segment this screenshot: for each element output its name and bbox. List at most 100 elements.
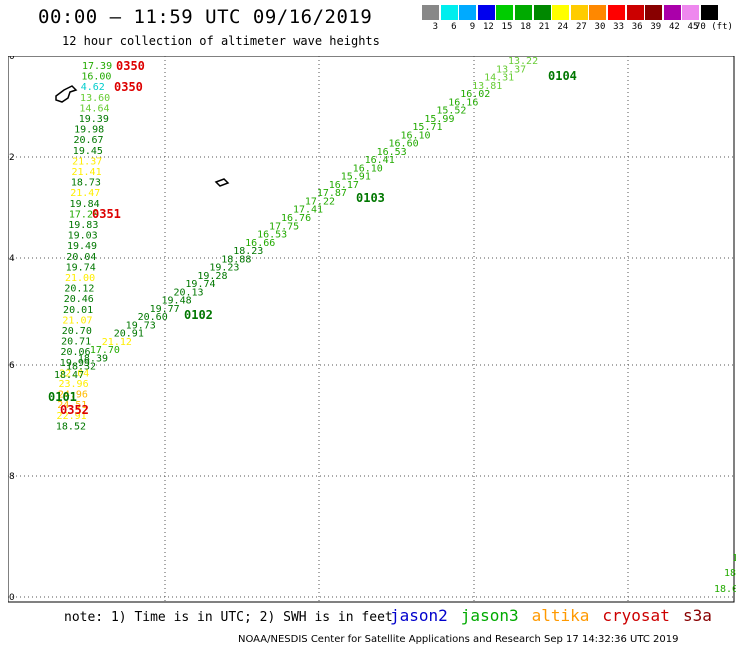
edge-wave-value: 18.0 [714,584,736,595]
pass-id-label: 0103 [356,191,385,205]
wave-value: 19.98 [74,125,104,136]
wave-value: 18.39 [78,353,108,364]
color-swatch [682,5,701,20]
wave-value: 13.81 [472,81,502,92]
color-swatch [515,5,533,20]
wave-value: 19.99 [60,358,90,369]
wave-value: 20.60 [138,312,168,323]
wave-value: 18.73 [71,178,101,189]
wave-value: 19.45 [73,146,103,157]
wave-value: 16.17 [329,180,359,191]
wave-value: 17.39 [82,61,112,72]
wave-value: 20.01 [63,305,93,316]
wave-value: 22.91 [57,411,87,422]
note-text: note: 1) Time is in UTC; 2) SWH is in fe… [64,610,393,625]
wave-value: 20.70 [62,326,92,337]
lat-tick-label: -56 [8,361,15,371]
wave-value: 16.53 [377,147,407,158]
wave-value: 16.53 [257,230,287,241]
wave-value: 22.04 [59,368,89,379]
edge-values: 17 18. 18.0 [714,553,736,595]
wave-value: 19.48 [162,296,192,307]
lat-tick-label: -52 [8,153,15,163]
pass-id-label: 0104 [548,69,577,83]
wave-value: 16.10 [400,130,430,141]
wave-value: 20.12 [64,284,94,295]
island-outline [55,85,78,103]
wave-value: 19.73 [126,320,156,331]
wave-value: 20.04 [66,252,96,263]
wave-value: 17.70 [90,345,120,356]
wave-value: 18.47 [54,370,84,381]
color-swatch [645,5,664,20]
satellite-legend-item: jason2 [390,606,448,625]
lat-tick-label: -54 [8,254,15,264]
island-outline [214,178,230,187]
satellite-legend-item: s3a [683,606,712,625]
lat-tick-label: -58 [8,472,15,482]
wave-value: 14.31 [484,73,514,84]
wave-value: 17.22 [305,196,335,207]
color-swatch [626,5,645,20]
color-swatch [440,5,459,20]
satellite-legend-item: altika [531,606,590,625]
wave-value: 20.46 [64,294,94,305]
satellite-legend-item: jason3 [460,606,519,625]
page-subtitle: 12 hour collection of altimeter wave hei… [62,34,380,48]
wave-value: 4.62 [81,82,105,93]
color-swatch-label: 15 [501,22,513,32]
lat-tick-label: -50 [8,56,15,62]
color-swatch-label: 6 [451,22,457,32]
wave-value: 18.88 [221,254,251,265]
wave-value: 19.03 [68,231,98,242]
wave-value: 20.67 [73,135,103,146]
wave-value: 20.91 [114,329,144,340]
wave-value: 24.96 [58,390,88,401]
color-swatch-label: 39 [650,22,662,32]
wave-value: 23.96 [59,379,89,390]
color-swatch [422,5,440,20]
wave-value: 17.29 [69,209,99,220]
wave-value: 16.10 [353,163,383,174]
color-swatch [701,5,719,20]
map-frame [8,56,735,603]
color-swatch-label: 18 [520,22,531,32]
color-swatch-label: 42 [668,22,680,32]
lat-tick-label: -60 [8,593,15,603]
wave-value: 21.41 [72,167,102,178]
satellite-tracks: 17.3916.004.6213.6014.6419.3919.9820.671… [54,56,538,432]
wave-value: 17.75 [269,221,299,232]
wave-value: 19.23 [209,263,239,274]
pass-id-label: 0102 [184,308,213,322]
pass-id-label: 0351 [92,207,121,221]
wave-value: 17.41 [293,205,323,216]
color-swatch [608,5,626,20]
color-swatch-label: 45 [687,22,699,32]
color-swatch [477,5,496,20]
color-swatch [663,5,682,20]
wave-value: 19.83 [68,220,98,231]
wave-value: 21.47 [70,188,100,199]
wave-value: 19.77 [150,304,180,315]
wave-value: 19.28 [197,271,227,282]
color-swatch-label: 21 [538,22,550,32]
color-swatch [570,5,589,20]
credit-line: NOAA/NESDIS Center for Satellite Applica… [238,634,679,645]
wave-value: 19.39 [79,114,109,125]
wave-value: 14.64 [79,103,109,114]
color-swatch [459,5,478,20]
wave-value: 20.13 [173,287,203,298]
color-swatch-label: 27 [575,22,587,32]
wave-value: 18.32 [66,362,96,373]
wave-value: 16.76 [281,213,311,224]
color-swatch-label: 3 [432,22,438,32]
wave-value: 15.99 [424,114,454,125]
wave-value: 20.71 [61,337,91,348]
wave-value: 16.02 [460,89,490,100]
color-swatch-label: 70 (ft) [695,22,733,32]
color-swatch-label: 9 [469,22,476,32]
wave-value: 16.16 [448,97,478,108]
wave-value: 16.00 [81,72,111,83]
wave-value: 17.87 [317,188,347,199]
